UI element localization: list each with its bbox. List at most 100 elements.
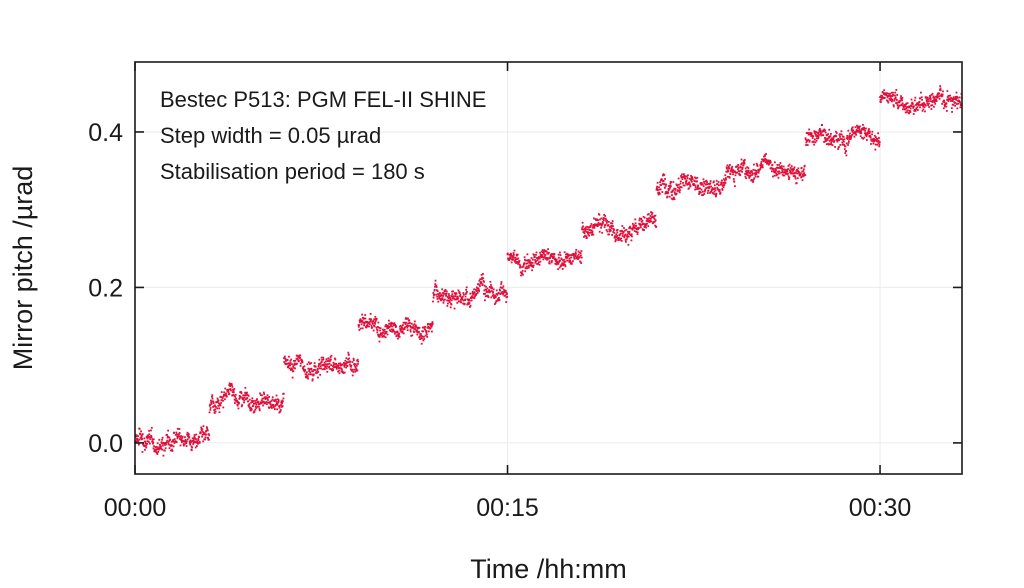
data-point	[210, 400, 213, 403]
data-point	[531, 269, 533, 272]
data-point	[201, 433, 204, 436]
data-point	[803, 164, 806, 167]
data-point	[414, 326, 416, 328]
data-point	[956, 95, 958, 98]
data-point	[451, 293, 454, 296]
data-point	[442, 292, 444, 294]
data-point	[612, 227, 615, 230]
data-point	[211, 397, 214, 400]
data-point	[566, 259, 569, 262]
data-point	[307, 367, 310, 370]
data-point	[343, 365, 346, 368]
data-point	[350, 365, 352, 368]
data-point	[220, 391, 223, 394]
data-point	[626, 230, 629, 233]
data-point	[163, 442, 166, 444]
data-point	[934, 95, 937, 98]
data-point	[538, 263, 541, 266]
data-point	[824, 131, 827, 134]
data-point	[629, 227, 632, 230]
data-point	[475, 292, 478, 295]
data-point	[819, 130, 822, 133]
data-point	[535, 251, 538, 254]
data-point	[756, 164, 759, 166]
data-point	[620, 232, 622, 235]
data-point	[230, 384, 233, 387]
data-point	[837, 148, 840, 150]
data-point	[408, 322, 411, 324]
data-point	[753, 172, 756, 175]
data-point	[422, 330, 424, 333]
data-point	[178, 432, 181, 434]
data-point	[724, 177, 727, 179]
data-point	[933, 97, 936, 99]
data-point	[760, 161, 763, 163]
data-point	[813, 130, 816, 133]
data-point	[904, 108, 907, 111]
data-point	[341, 363, 344, 366]
data-point	[346, 364, 349, 367]
data-point	[741, 170, 743, 173]
data-point	[418, 326, 421, 329]
data-point	[787, 168, 790, 170]
data-point	[505, 301, 508, 303]
data-point	[432, 296, 435, 299]
data-point	[755, 162, 758, 165]
data-point	[727, 170, 730, 173]
data-point	[392, 322, 394, 325]
data-point	[709, 191, 711, 194]
data-point	[537, 261, 540, 264]
data-point	[506, 293, 508, 295]
data-point	[266, 403, 268, 405]
data-point	[482, 277, 485, 280]
data-point	[368, 325, 370, 328]
data-point	[526, 253, 529, 256]
data-point	[722, 184, 724, 187]
data-point	[757, 171, 760, 174]
data-point	[531, 261, 534, 264]
data-point	[434, 283, 437, 285]
data-point	[251, 401, 254, 404]
data-point	[958, 96, 961, 99]
data-point	[764, 161, 767, 164]
data-point	[269, 400, 272, 403]
data-point	[568, 257, 571, 260]
data-point	[206, 429, 209, 432]
data-point	[870, 138, 873, 141]
data-point	[651, 211, 654, 214]
data-point	[351, 374, 354, 377]
data-point	[777, 176, 780, 179]
data-point	[608, 230, 611, 233]
data-point	[614, 235, 617, 238]
data-point	[277, 401, 280, 403]
data-point	[606, 230, 609, 233]
data-point	[299, 365, 302, 367]
data-point	[349, 368, 352, 371]
data-point	[815, 134, 817, 136]
data-point	[320, 356, 323, 359]
data-point	[669, 182, 672, 185]
data-point	[378, 335, 381, 338]
data-point	[782, 165, 785, 168]
data-point	[263, 401, 266, 404]
data-point	[467, 299, 470, 302]
x-tick-label: 00:15	[476, 494, 539, 522]
data-point	[161, 438, 163, 441]
data-point	[604, 215, 607, 217]
data-point	[941, 94, 944, 97]
data-point	[585, 235, 588, 238]
data-point	[693, 183, 695, 185]
data-point	[522, 273, 524, 276]
data-point	[722, 181, 725, 184]
data-point	[296, 362, 298, 365]
data-point	[677, 186, 679, 189]
data-point	[322, 358, 325, 361]
data-point	[862, 123, 864, 126]
data-point	[441, 288, 444, 291]
data-point	[603, 226, 606, 229]
data-point	[519, 266, 522, 269]
data-point	[317, 376, 319, 379]
data-point	[352, 371, 355, 373]
data-point	[526, 262, 529, 265]
data-point	[702, 178, 705, 181]
